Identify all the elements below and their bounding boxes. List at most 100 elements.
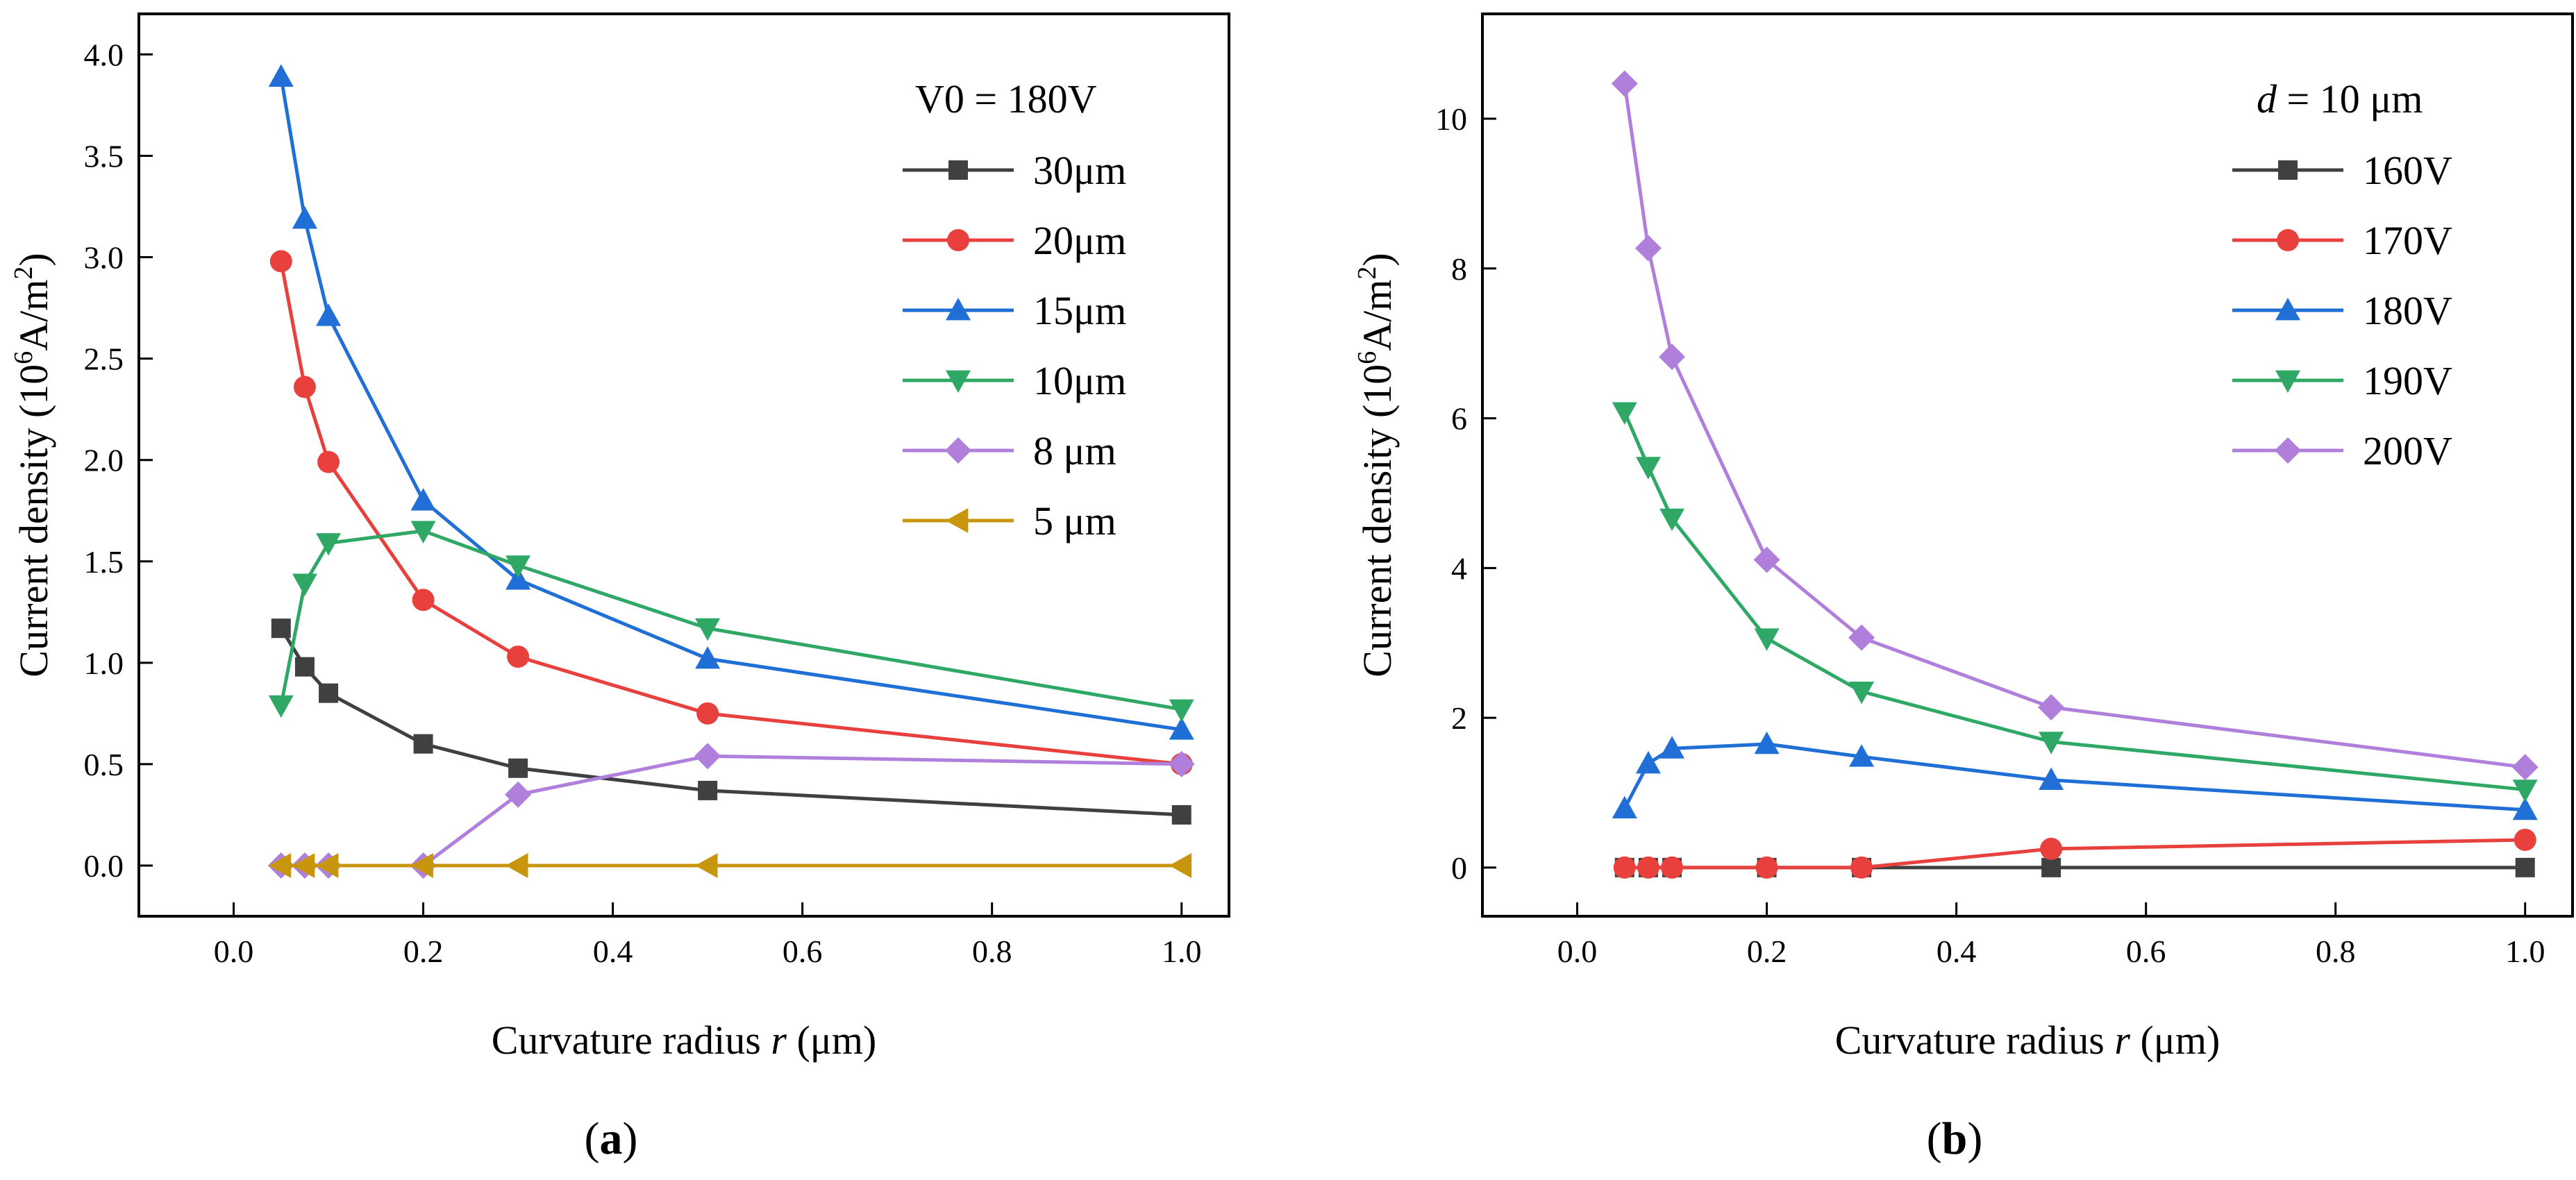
chart-b-point-170v [1850,857,1873,879]
chart-a-series-line-8um [281,756,1182,866]
chart-a-series-10um [269,521,1194,722]
chart-b-legend-label: 170V [2363,218,2452,263]
chart-b-series-170v [1614,829,2536,879]
chart-b-legend-marker [2278,160,2298,180]
chart-a-point-8um [505,782,531,808]
chart-a-series-5um [269,853,1191,878]
chart-b-legend-label: 200V [2363,428,2452,473]
chart-a-legend-label: 15μm [1033,288,1126,333]
chart-a-series-line-30um [281,628,1182,815]
chart-a-point-30um [1172,805,1191,825]
chart-a-point-5um [1169,853,1191,878]
chart-a-legend-marker [947,229,969,251]
chart-a-point-30um [508,759,528,778]
chart-b-legend-label: 160V [2363,148,2452,193]
chart-a-point-30um [271,618,291,638]
chart-a-legend-label: 30μm [1033,148,1126,193]
chart-a-legend-label: 5 μm [1033,498,1116,543]
chart-a-y-tick-label: 0.0 [84,848,124,884]
chart-b-y-tick-label: 4 [1451,550,1467,586]
chart-a-legend-item: 10μm [903,358,1126,403]
chart-a-point-20um [294,376,316,398]
chart-b-point-180v [1636,751,1661,773]
chart-a-x-tick-label: 1.0 [1162,934,1202,969]
chart-b-point-170v [1637,857,1659,879]
chart-a-point-20um [696,702,719,725]
chart-a-legend-item: 30μm [903,148,1126,193]
chart-a-x-tick-label: 0.6 [783,934,823,969]
chart-b-point-160v [2041,858,2061,877]
chart-a-y-axis-title: Current density (106A/m2) [9,253,56,677]
chart-b-x-tick-label: 0.2 [1747,934,1787,969]
chart-a-y-tick-label: 2.5 [84,342,124,377]
chart-a-point-8um [1169,751,1195,777]
chart-b-x-axis-title: Curvature radius r (μm) [1835,1018,2220,1063]
chart-b-y-tick-label: 10 [1435,101,1467,137]
chart-a-point-15um [411,488,436,510]
chart-b-point-190v [1755,628,1780,650]
chart-a-y-tick-label: 0.5 [84,747,124,782]
chart-b-legend-item: 160V [2232,148,2452,193]
chart-a-x-tick-label: 0.4 [593,934,633,969]
chart-a-legend-title: V0 = 180V [915,76,1097,121]
chart-a-point-20um [317,451,340,473]
chart-a-x-axis-title: Curvature radius r (μm) [492,1018,877,1063]
chart-a-y-tick-label: 1.0 [84,646,124,681]
chart-a-y-tick-label: 3.0 [84,240,124,276]
chart-a-point-10um [292,573,317,596]
chart-a-point-30um [698,781,717,800]
chart-b-legend-title: d = 10 μm [2257,76,2423,121]
chart-b-legend-item: 170V [2232,218,2452,263]
chart-b-y-tick-label: 6 [1451,401,1467,437]
chart-a-x-tick-label: 0.2 [403,934,444,969]
chart-b-point-180v [1612,796,1637,818]
chart-b-point-190v [1636,457,1661,479]
panel-a-label: (a) [585,1113,638,1164]
chart-b-point-170v [1756,857,1778,879]
chart-a-y-tick-label: 4.0 [84,37,124,72]
chart-b-point-170v [2514,829,2536,851]
chart-a-series-line-10um [281,531,1182,709]
chart-b-y-tick-label: 0 [1451,850,1467,886]
chart-a-legend-item: 5 μm [903,498,1116,543]
chart-a-y-tick-label: 2.0 [84,443,124,478]
chart-a-x-tick-label: 0.0 [214,934,254,969]
chart-b-point-200v [1659,344,1685,370]
chart-b-point-170v [1661,857,1683,879]
chart-a-point-5um [695,853,717,878]
chart-b-x-tick-label: 0.4 [1937,934,1977,969]
chart-a-point-15um [292,206,317,228]
chart-a-y-tick-label: 3.5 [84,138,124,174]
chart-b-point-200v [1635,235,1662,262]
panel-b-label: (b) [1927,1113,1983,1164]
chart-a-legend-marker [948,160,968,180]
chart-b-point-200v [2512,754,2539,780]
chart-b-point-160v [2516,858,2535,877]
chart-b-y-tick-label: 2 [1451,700,1467,736]
chart-a-legend-label: 8 μm [1033,428,1116,473]
figure: 0.0 0.2 0.4 0.6 0.8 1.0 0.0 0.5 1.0 1.5 2.0 2.5 3.0 3… [0,0,2576,1180]
chart-a-x-tick-label: 0.8 [972,934,1012,969]
chart-b-legend-item: 180V [2232,288,2452,333]
chart-b-legend-label: 180V [2363,288,2452,333]
chart-a-legend: V0 = 180V 30μm 20μm 15μm 10μm 8 μm 5 μm [903,76,1126,543]
chart-b-legend-item: 200V [2232,428,2452,473]
chart-a-point-30um [414,734,433,754]
chart-b-point-190v [1612,403,1637,425]
chart-b-legend-label: 190V [2363,358,2452,403]
chart-a-point-15um [269,65,294,87]
chart-b-point-190v [2513,779,2538,802]
chart-a-legend-marker [945,437,971,464]
chart-a-point-20um [412,589,435,611]
chart-b-point-200v [1612,70,1638,96]
chart-a-y-tick-label: 1.5 [84,544,124,580]
chart-panel-b: 0.0 0.2 0.4 0.6 0.8 1.0 0 2 4 6 8 10 d = 10 μm 160V… [1353,14,2573,1164]
chart-a-point-8um [694,743,721,769]
chart-a-legend-marker [946,508,968,533]
chart-a-point-15um [316,303,341,326]
chart-a-point-20um [270,250,292,272]
chart-b-x-tick-label: 0.6 [2126,934,2166,969]
chart-a-legend-item: 8 μm [903,428,1116,473]
chart-b-point-170v [1614,857,1636,879]
chart-a-point-10um [316,533,341,555]
